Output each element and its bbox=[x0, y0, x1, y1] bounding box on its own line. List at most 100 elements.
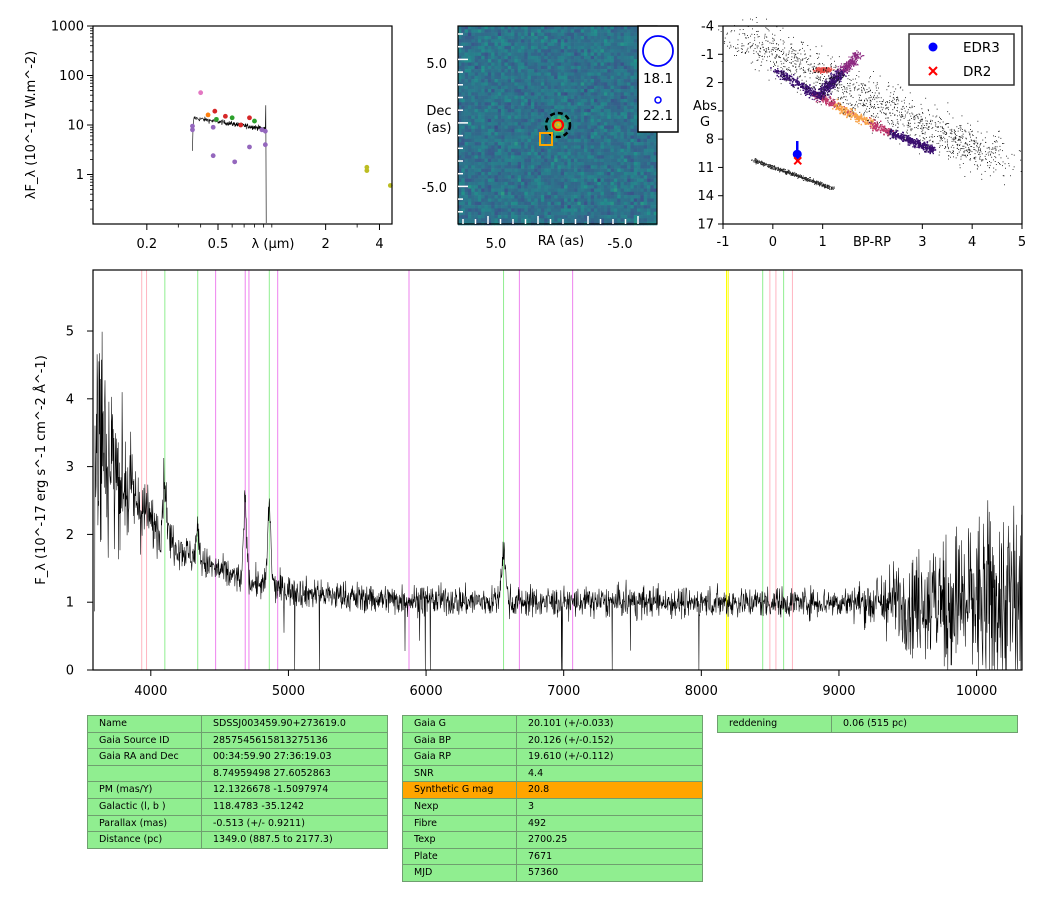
image-pixel bbox=[627, 108, 631, 113]
image-pixel bbox=[491, 55, 495, 60]
image-pixel bbox=[617, 148, 621, 153]
image-pixel bbox=[527, 125, 532, 130]
table-row: Gaia RP 19.610 (+/-0.112) bbox=[402, 748, 703, 766]
image-pixel bbox=[544, 152, 548, 156]
image-pixel bbox=[600, 122, 605, 126]
image-pixel bbox=[570, 132, 575, 136]
image-pixel bbox=[474, 85, 479, 90]
image-pixel bbox=[603, 191, 608, 196]
image-pixel bbox=[633, 85, 638, 90]
image-pixel bbox=[507, 148, 512, 153]
image-pixel bbox=[467, 175, 472, 179]
image-pixel bbox=[603, 178, 608, 183]
image-pixel bbox=[613, 145, 618, 150]
image-pixel bbox=[630, 211, 635, 216]
image-pixel bbox=[627, 85, 631, 90]
image-pixel bbox=[554, 112, 558, 116]
image-pixel bbox=[603, 208, 608, 213]
image-pixel bbox=[584, 32, 588, 37]
image-pixel bbox=[650, 165, 654, 169]
image-pixel bbox=[540, 105, 545, 110]
image-pixel bbox=[623, 89, 628, 93]
image-pixel bbox=[584, 128, 588, 133]
image-pixel bbox=[504, 65, 509, 70]
image-pixel bbox=[570, 42, 575, 47]
image-pixel bbox=[564, 175, 568, 179]
image-pixel bbox=[484, 98, 489, 103]
image-pixel bbox=[570, 65, 575, 70]
image-pixel bbox=[567, 181, 572, 186]
image-pixel bbox=[587, 175, 591, 179]
image-pixel bbox=[554, 45, 558, 50]
image-pixel bbox=[544, 105, 548, 110]
image-pixel bbox=[640, 158, 645, 163]
image-pixel bbox=[627, 215, 631, 219]
image-pixel bbox=[461, 198, 465, 203]
image-pixel bbox=[481, 59, 485, 63]
sed-y-tick: 1 bbox=[76, 168, 84, 183]
image-pixel bbox=[471, 191, 475, 196]
image-pixel bbox=[554, 102, 558, 106]
image-pixel bbox=[633, 108, 638, 113]
table-value-cell: 20.126 (+/-0.152) bbox=[516, 731, 703, 750]
image-pixel bbox=[593, 175, 598, 179]
image-pixel bbox=[623, 175, 628, 179]
image-pixel bbox=[504, 55, 509, 60]
image-pixel bbox=[610, 55, 615, 60]
image-pixel bbox=[630, 35, 635, 40]
image-pixel bbox=[517, 125, 522, 130]
image-pixel bbox=[564, 152, 568, 156]
image-pixel bbox=[630, 152, 635, 156]
image-pixel bbox=[494, 185, 499, 189]
image-pixel bbox=[627, 142, 631, 146]
image-pixel bbox=[620, 158, 625, 163]
image-pixel bbox=[567, 42, 572, 47]
image-pixel bbox=[607, 92, 611, 96]
image-pixel bbox=[537, 98, 542, 103]
image-pixel bbox=[550, 65, 555, 70]
image-pixel bbox=[504, 148, 509, 153]
image-pixel bbox=[560, 171, 565, 176]
image-pixel bbox=[580, 148, 585, 153]
image-pixel bbox=[623, 181, 628, 186]
image-pixel bbox=[491, 211, 495, 216]
image-pixel bbox=[504, 185, 509, 189]
image-pixel bbox=[593, 132, 598, 136]
image-pixel bbox=[590, 208, 595, 213]
image-pixel bbox=[590, 181, 595, 186]
image-pixel bbox=[557, 115, 562, 120]
image-pixel bbox=[461, 105, 465, 110]
image-pixel bbox=[534, 142, 538, 146]
image-pixel bbox=[554, 165, 558, 169]
image-pixel bbox=[603, 185, 608, 189]
image-pixel bbox=[564, 105, 568, 110]
image-pixel bbox=[458, 191, 462, 196]
image-pixel bbox=[547, 171, 552, 176]
image-pixel bbox=[620, 26, 625, 30]
image-pixel bbox=[650, 138, 654, 143]
image-pixel bbox=[477, 118, 482, 123]
image-pixel bbox=[544, 171, 548, 176]
image-pixel bbox=[547, 52, 552, 57]
image-pixel bbox=[584, 152, 588, 156]
image-pixel bbox=[504, 85, 509, 90]
image-pixel bbox=[547, 42, 552, 47]
image-pixel bbox=[534, 55, 538, 60]
image-pixel bbox=[560, 108, 565, 113]
image-pixel bbox=[501, 62, 505, 67]
image-pixel bbox=[461, 168, 465, 173]
image-pixel bbox=[577, 89, 582, 93]
image-pixel bbox=[497, 105, 502, 110]
image-pixel bbox=[481, 122, 485, 126]
image-pixel bbox=[627, 208, 631, 213]
image-pixel bbox=[487, 108, 492, 113]
image-pixel bbox=[481, 211, 485, 216]
image-pixel bbox=[633, 35, 638, 40]
image-pixel bbox=[560, 92, 565, 96]
image-pixel bbox=[521, 65, 525, 70]
image-pixel bbox=[534, 145, 538, 150]
image-pixel bbox=[467, 171, 472, 176]
image-pixel bbox=[467, 72, 472, 77]
image-pixel bbox=[633, 148, 638, 153]
image-pixel bbox=[590, 175, 595, 179]
